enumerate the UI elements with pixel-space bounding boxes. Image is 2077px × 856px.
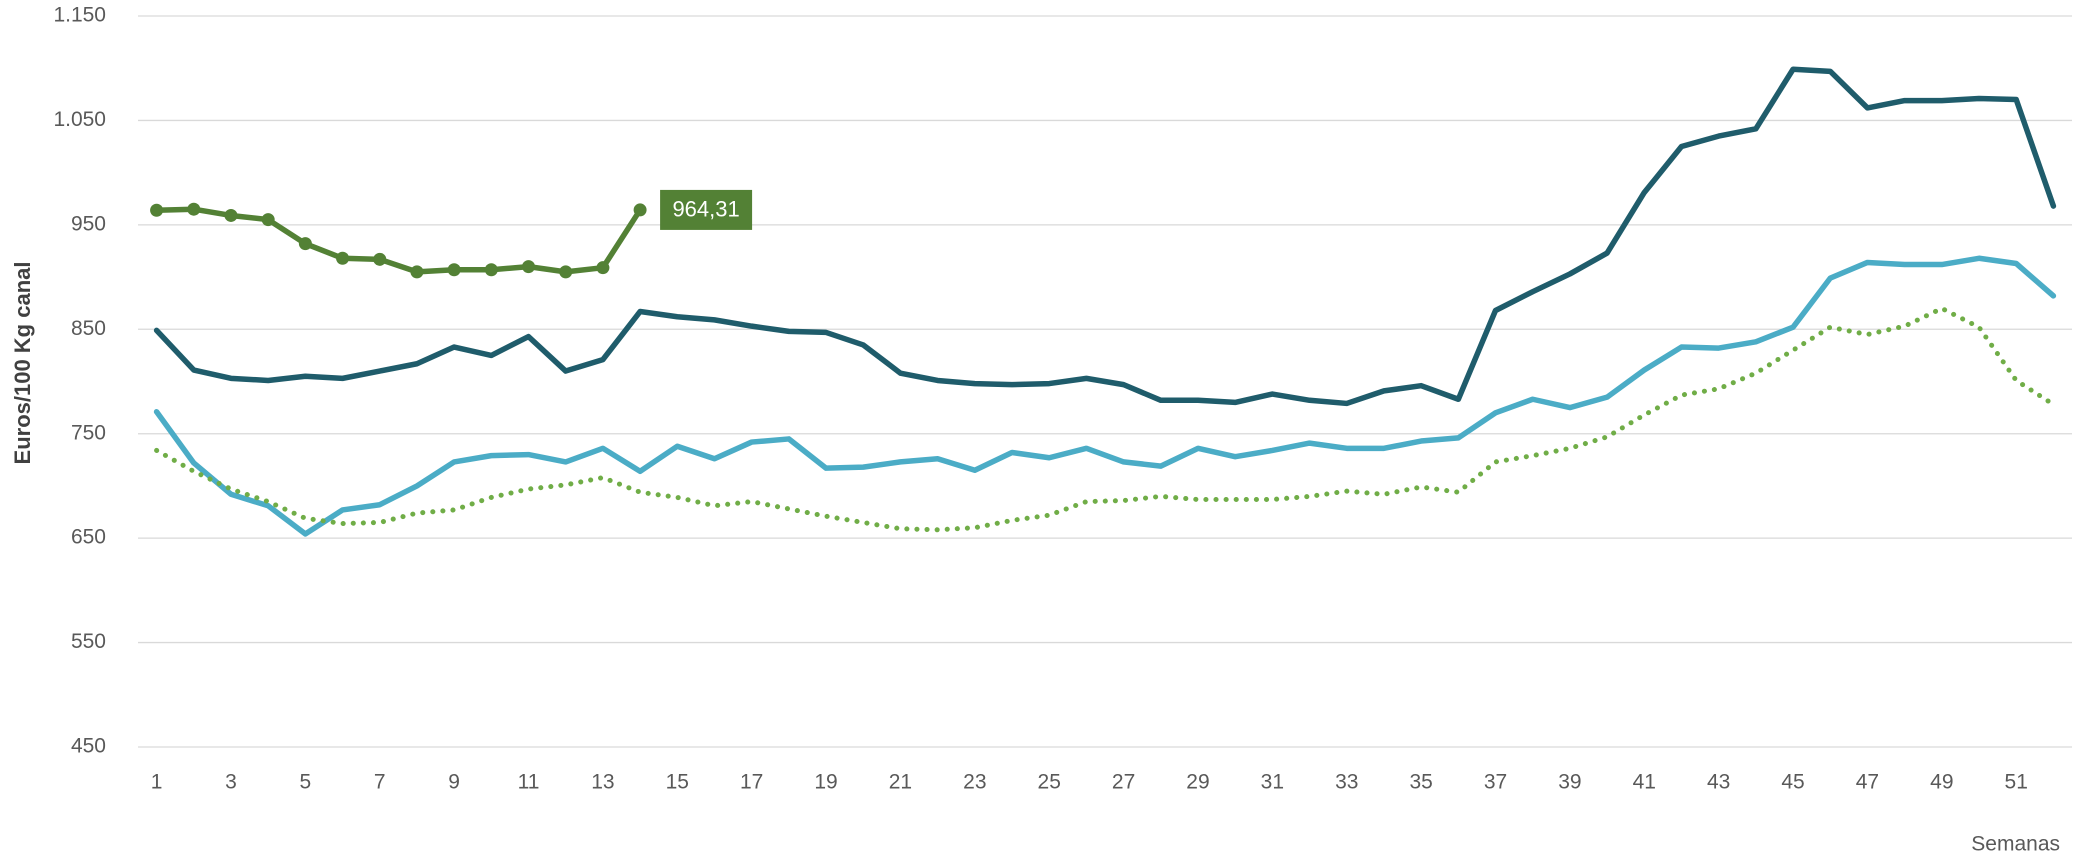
- marker: [447, 263, 461, 277]
- line: [153, 66, 2057, 407]
- y-tick-label: 450: [71, 735, 106, 758]
- marker: [187, 202, 201, 216]
- x-tick-label: 33: [1335, 771, 1358, 794]
- x-tick-label: 19: [814, 771, 837, 794]
- marker: [373, 252, 387, 266]
- y-axis-label: Euros/100 Kg canal: [10, 262, 35, 465]
- x-tick-label: 1: [151, 771, 163, 794]
- x-tick-label: 17: [740, 771, 763, 794]
- marker: [261, 213, 275, 227]
- x-tick-label: 29: [1186, 771, 1209, 794]
- marker: [336, 251, 350, 265]
- x-tick-label: 21: [889, 771, 912, 794]
- y-tick-label: 850: [71, 317, 106, 340]
- x-tick-label: 5: [300, 771, 312, 794]
- y-tick-label: 950: [71, 212, 106, 235]
- x-tick-label: 41: [1633, 771, 1656, 794]
- x-tick-label: 15: [666, 771, 689, 794]
- x-tick-label: 23: [963, 771, 986, 794]
- x-tick-label: 43: [1707, 771, 1730, 794]
- line: [154, 305, 2056, 533]
- marker: [596, 261, 610, 275]
- marker: [224, 208, 238, 222]
- x-tick-label: 37: [1484, 771, 1507, 794]
- marker: [410, 265, 424, 279]
- y-tick-label: 650: [71, 526, 106, 549]
- x-tick-label: 35: [1409, 771, 1432, 794]
- marker: [150, 203, 164, 217]
- x-tick-label: 7: [374, 771, 386, 794]
- x-tick-label: 39: [1558, 771, 1581, 794]
- x-tick-label: 45: [1781, 771, 1804, 794]
- marker: [484, 263, 498, 277]
- line: [153, 255, 2057, 537]
- x-tick-label: 3: [225, 771, 237, 794]
- x-tick-label: 11: [518, 771, 540, 794]
- x-tick-label: 49: [1930, 771, 1953, 794]
- marker: [522, 260, 536, 274]
- y-tick-label: 1.150: [53, 4, 106, 27]
- marker: [633, 203, 647, 217]
- data-label: 964,31: [672, 197, 739, 222]
- x-tick-label: 51: [2005, 771, 2028, 794]
- marker: [298, 237, 312, 251]
- y-tick-label: 550: [71, 630, 106, 653]
- x-tick-label: 47: [1856, 771, 1879, 794]
- x-axis-label: Semanas: [1971, 833, 2060, 856]
- y-tick-label: 750: [71, 421, 106, 444]
- x-tick-label: 25: [1038, 771, 1061, 794]
- marker: [559, 265, 573, 279]
- data-label-box: [660, 189, 753, 230]
- y-tick-label: 1.050: [53, 108, 106, 131]
- x-tick-label: 9: [448, 771, 460, 794]
- x-tick-label: 27: [1112, 771, 1135, 794]
- x-tick-label: 13: [591, 771, 614, 794]
- x-tick-label: 31: [1261, 771, 1284, 794]
